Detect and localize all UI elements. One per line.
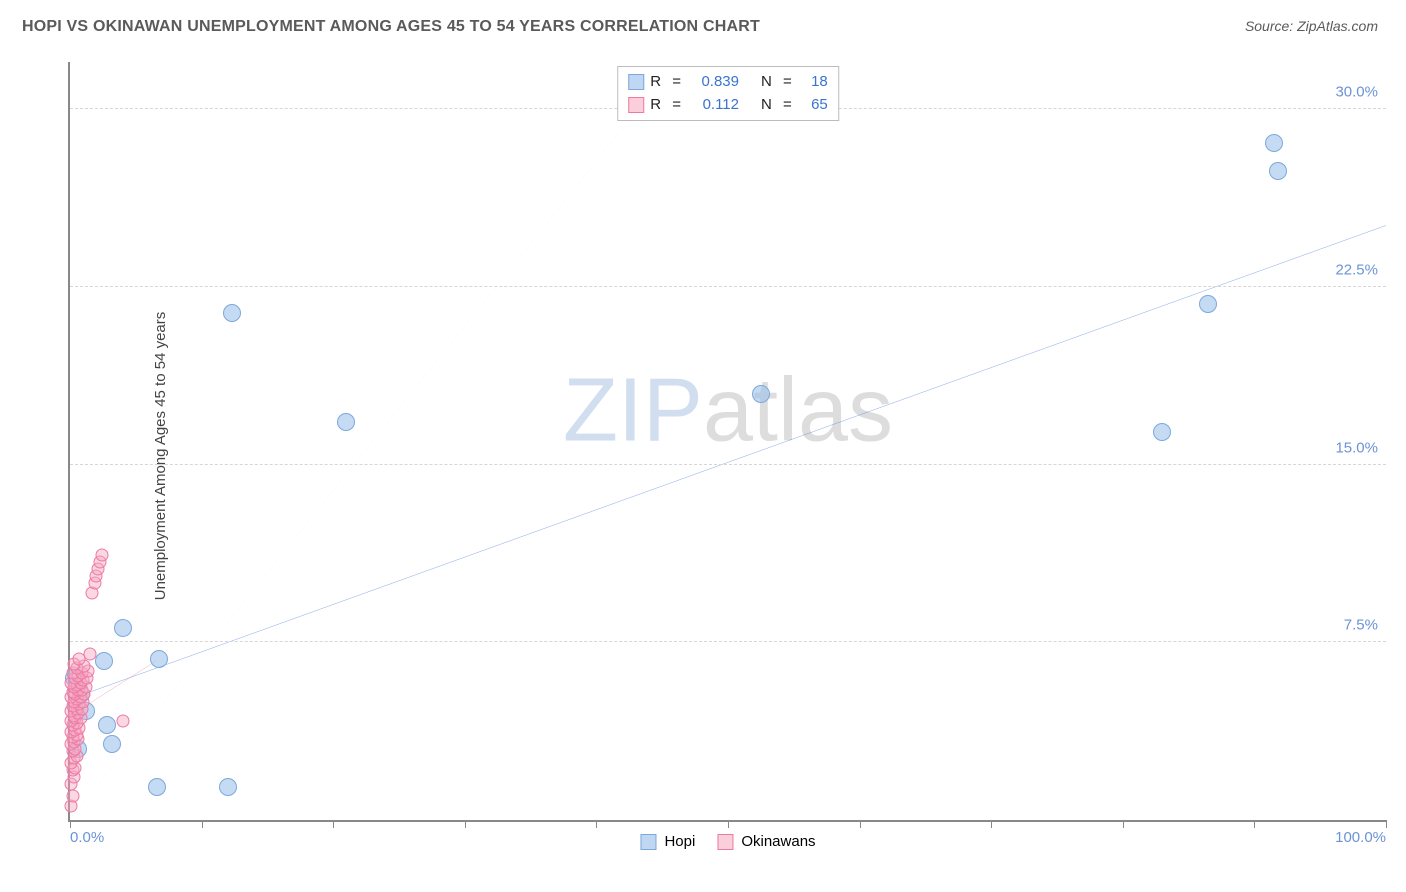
- data-point[interactable]: [1153, 423, 1171, 441]
- legend-item[interactable]: Hopi: [640, 833, 695, 850]
- data-point[interactable]: [83, 648, 96, 661]
- stat-r-label: R: [650, 94, 666, 117]
- stat-n-value: 65: [798, 94, 828, 117]
- x-axis-max-label: 100.0%: [1335, 829, 1386, 846]
- chart-header: HOPI VS OKINAWAN UNEMPLOYMENT AMONG AGES…: [0, 0, 1406, 40]
- stat-r-label: R: [650, 71, 666, 94]
- correlation-legend: R = 0.839 N = 18 R = 0.112 N = 65: [617, 66, 839, 121]
- legend-swatch: [628, 97, 644, 113]
- legend-stat-row: R = 0.839 N = 18: [628, 71, 828, 94]
- x-tick: [70, 820, 71, 828]
- data-point[interactable]: [337, 413, 355, 431]
- equals-sign: =: [672, 71, 681, 94]
- x-tick: [1123, 820, 1124, 828]
- x-tick: [1386, 820, 1387, 828]
- y-tick-label: 30.0%: [1335, 84, 1378, 101]
- data-point[interactable]: [148, 778, 166, 796]
- watermark: ZIPatlas: [563, 359, 893, 462]
- y-tick-label: 15.0%: [1335, 439, 1378, 456]
- gridline: [70, 464, 1386, 465]
- x-tick: [596, 820, 597, 828]
- data-point[interactable]: [1265, 134, 1283, 152]
- data-point[interactable]: [66, 790, 79, 803]
- data-point[interactable]: [223, 304, 241, 322]
- equals-sign: =: [783, 94, 792, 117]
- stat-n-label: N: [761, 71, 777, 94]
- data-point[interactable]: [150, 650, 168, 668]
- x-tick: [991, 820, 992, 828]
- watermark-part1: ZIP: [563, 360, 703, 460]
- legend-swatch: [717, 834, 733, 850]
- data-point[interactable]: [103, 735, 121, 753]
- legend-label: Hopi: [664, 833, 695, 850]
- trend-lines-layer: [70, 62, 1386, 820]
- x-tick: [465, 820, 466, 828]
- data-point[interactable]: [116, 714, 129, 727]
- trend-line: [70, 62, 675, 820]
- source-attribution: Source: ZipAtlas.com: [1245, 18, 1378, 34]
- data-point[interactable]: [219, 778, 237, 796]
- source-prefix: Source:: [1245, 18, 1297, 34]
- legend-swatch: [628, 74, 644, 90]
- data-point[interactable]: [95, 652, 113, 670]
- equals-sign: =: [672, 94, 681, 117]
- stat-r-value: 0.112: [687, 94, 739, 117]
- y-tick-label: 22.5%: [1335, 262, 1378, 279]
- legend-stat-row: R = 0.112 N = 65: [628, 94, 828, 117]
- stat-n-label: N: [761, 94, 777, 117]
- data-point[interactable]: [1269, 162, 1287, 180]
- x-tick: [728, 820, 729, 828]
- series-legend: Hopi Okinawans: [640, 833, 815, 850]
- legend-item[interactable]: Okinawans: [717, 833, 815, 850]
- equals-sign: =: [783, 71, 792, 94]
- plot-region[interactable]: ZIPatlas R=0.839N=18R=0.112N=65 0.0% 100…: [68, 62, 1386, 822]
- data-point[interactable]: [114, 619, 132, 637]
- gridline: [70, 641, 1386, 642]
- x-tick: [333, 820, 334, 828]
- trend-line: [70, 225, 1386, 699]
- x-axis-min-label: 0.0%: [70, 829, 104, 846]
- stat-n-value: 18: [798, 71, 828, 94]
- x-tick: [202, 820, 203, 828]
- chart-area: Unemployment Among Ages 45 to 54 years Z…: [22, 48, 1386, 864]
- x-tick: [860, 820, 861, 828]
- data-point[interactable]: [752, 385, 770, 403]
- data-point[interactable]: [98, 716, 116, 734]
- chart-title: HOPI VS OKINAWAN UNEMPLOYMENT AMONG AGES…: [22, 18, 760, 36]
- y-tick-label: 7.5%: [1344, 617, 1378, 634]
- stat-r-value: 0.839: [687, 71, 739, 94]
- x-tick: [1254, 820, 1255, 828]
- legend-label: Okinawans: [741, 833, 815, 850]
- watermark-part2: atlas: [703, 360, 893, 460]
- legend-swatch: [640, 834, 656, 850]
- gridline: [70, 286, 1386, 287]
- data-point[interactable]: [1199, 295, 1217, 313]
- source-name: ZipAtlas.com: [1297, 18, 1378, 34]
- data-point[interactable]: [95, 548, 108, 561]
